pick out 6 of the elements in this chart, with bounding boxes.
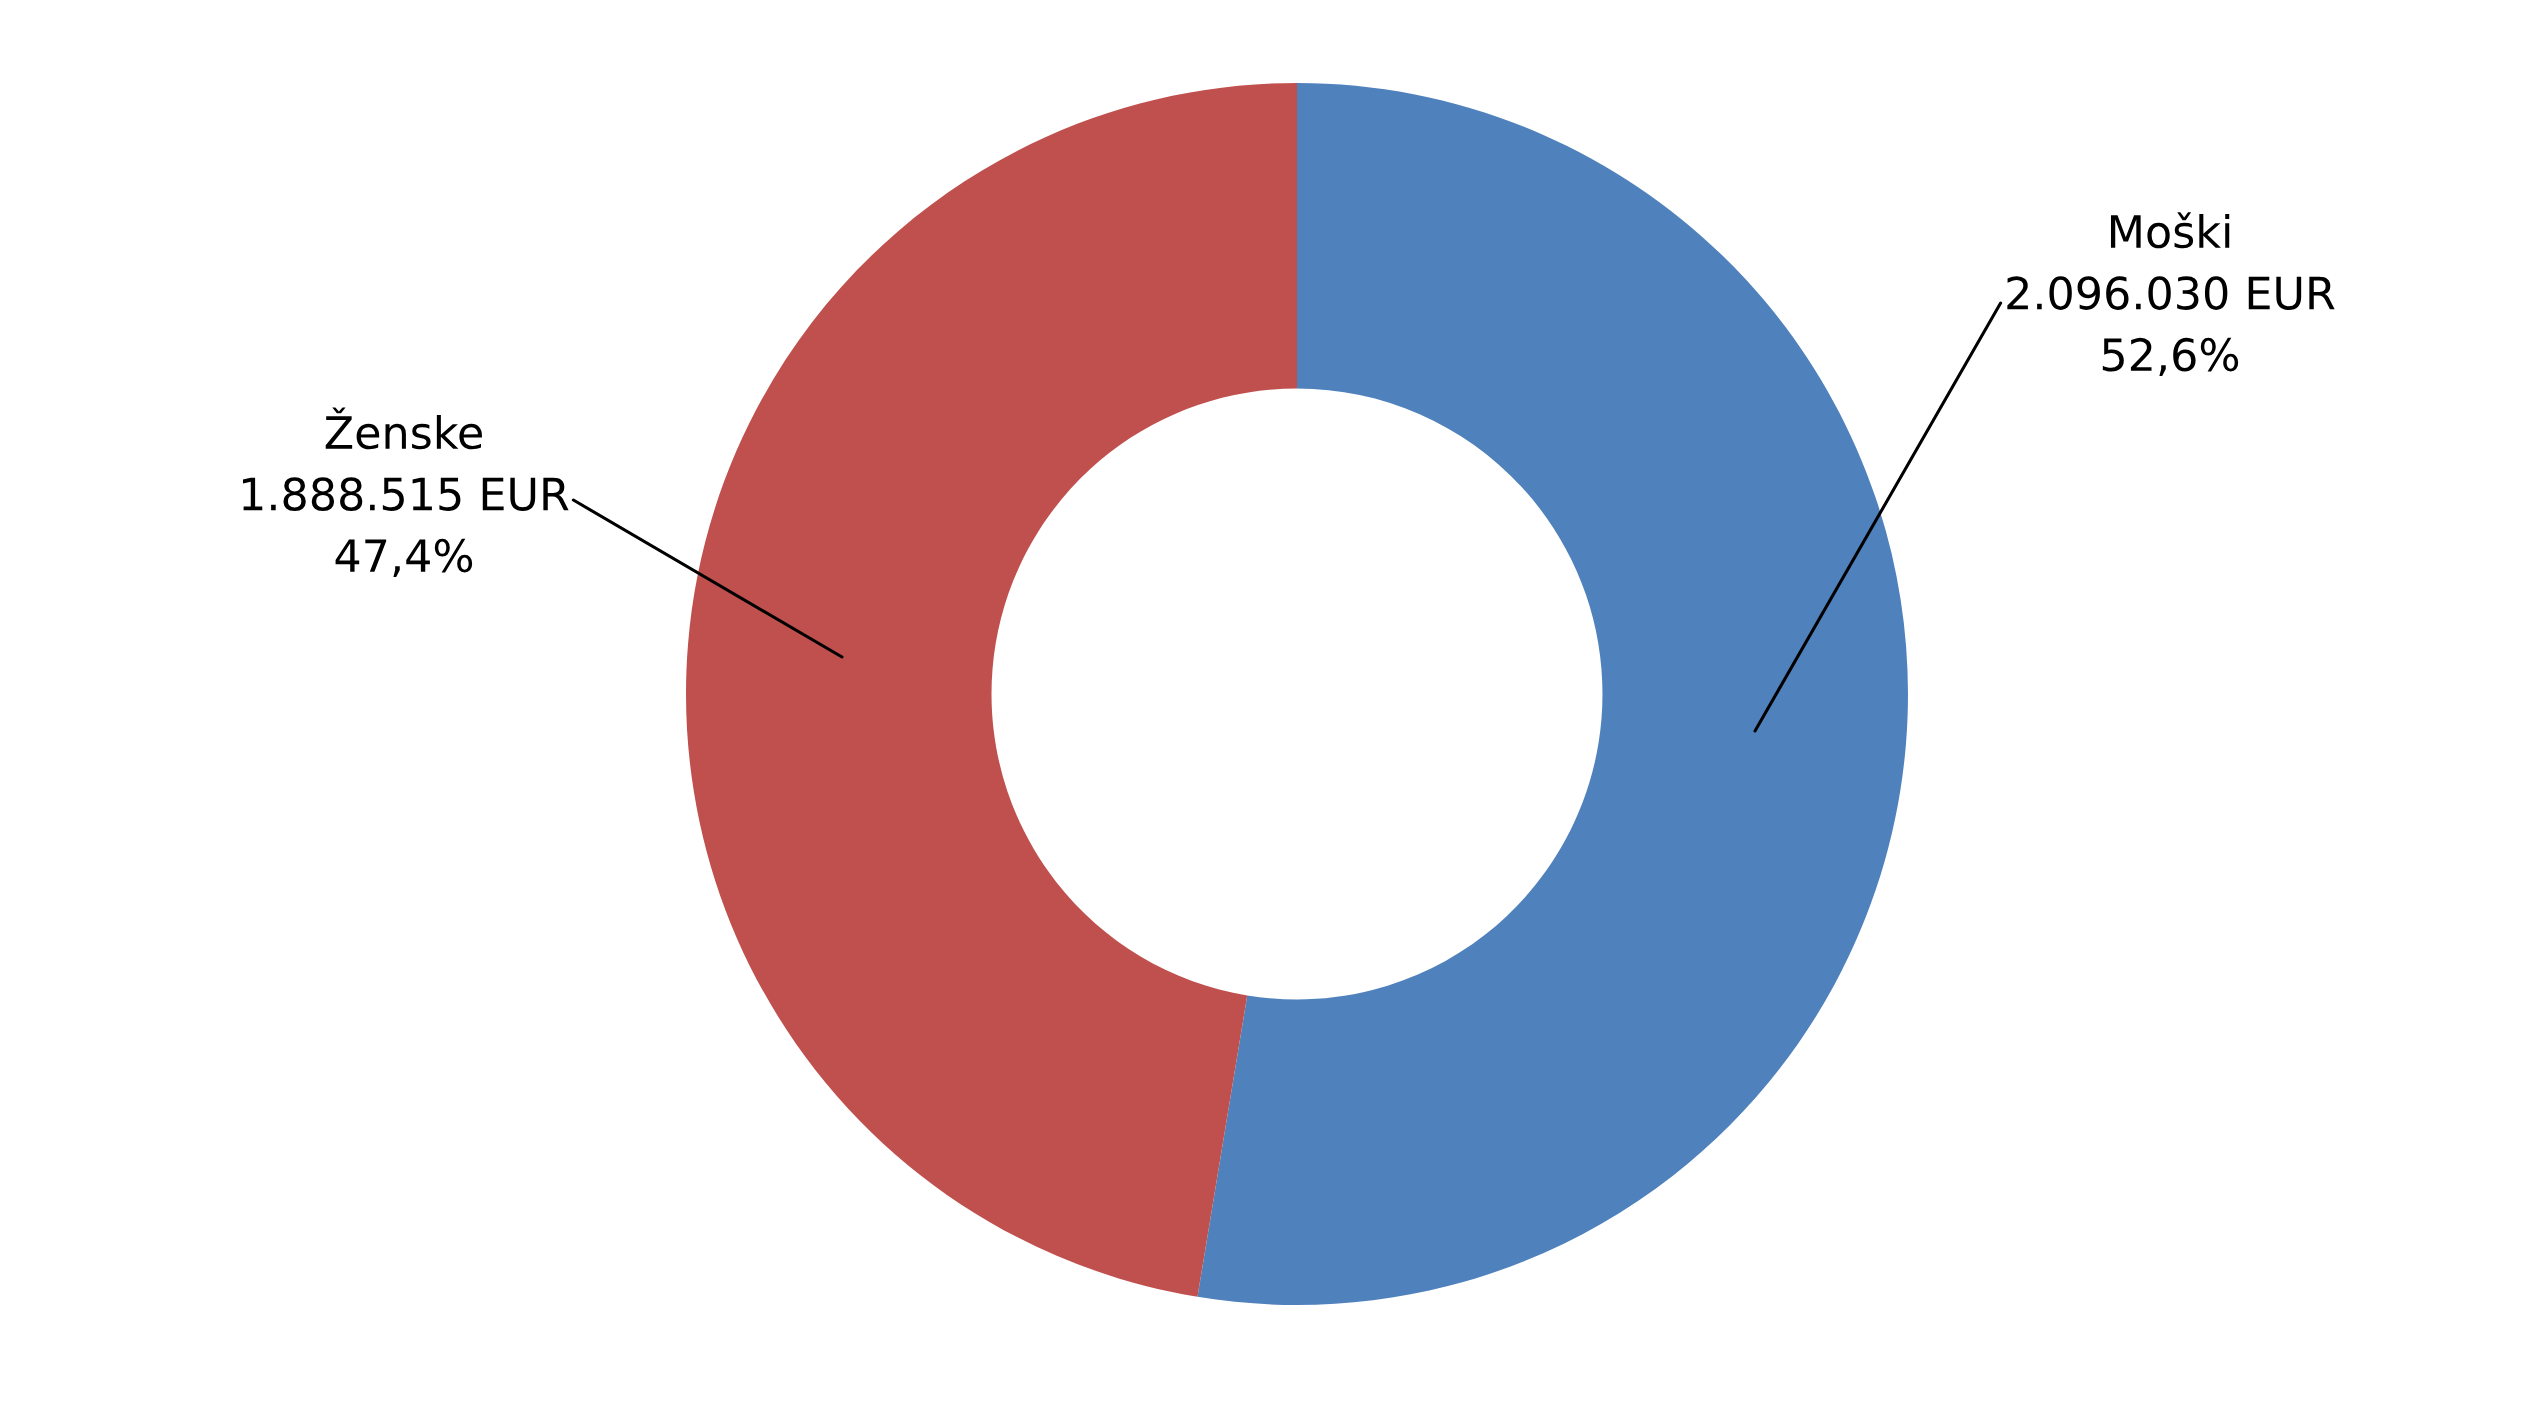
donut-slice [1197, 83, 1908, 1305]
donut-slice [686, 83, 1297, 1297]
data-label: 2.096.030 EUR 52,6% [2007, 276, 2335, 377]
data-label: 1.888.515 EUR 47,4% [242, 477, 569, 578]
slice-label: Moški [2110, 212, 2230, 249]
slice-label: Ženske [325, 407, 482, 450]
